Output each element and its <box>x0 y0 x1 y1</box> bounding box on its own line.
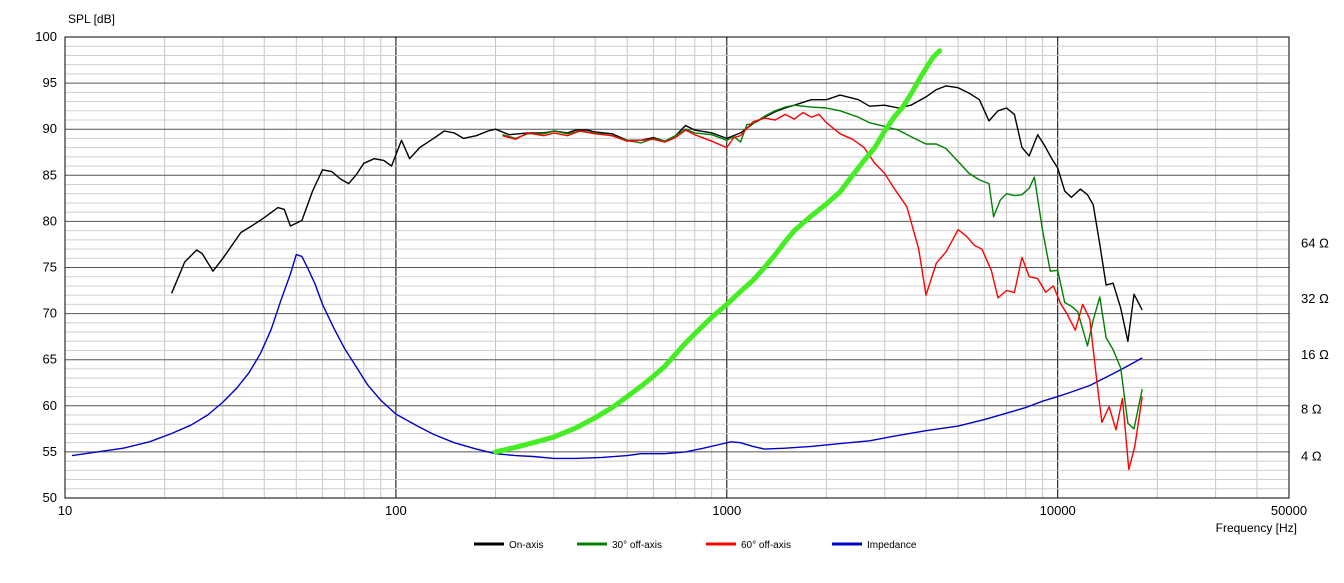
y-tick-label: 75 <box>43 260 57 275</box>
y-tick-label: 80 <box>43 213 57 228</box>
legend-label: On-axis <box>509 540 543 551</box>
impedance-tick-labels: 4 Ω 8 Ω 16 Ω 32 Ω 64 Ω <box>1301 236 1329 464</box>
series-line-30-off-axis <box>502 104 1143 430</box>
x-tick-label: 50000 <box>1271 503 1307 518</box>
impedance-tick-label: 8 Ω <box>1301 401 1322 416</box>
legend: On-axis 30° off-axis 60° off-axis Impedance <box>474 540 917 551</box>
series-line-impedance <box>71 253 1143 460</box>
series-line-on-axis <box>170 85 1143 342</box>
x-axis-label: Frequency [Hz] <box>1216 521 1297 535</box>
legend-label: Impedance <box>867 540 917 551</box>
impedance-tick-label: 4 Ω <box>1301 449 1322 464</box>
green-overlay-stroke <box>493 48 943 455</box>
y-tick-label: 90 <box>43 121 57 136</box>
y-tick-label: 70 <box>43 306 57 321</box>
legend-label: 30° off-axis <box>612 540 662 551</box>
y-axis-label: SPL [dB] <box>68 12 115 26</box>
overlay-layer <box>493 48 943 455</box>
x-tick-labels: 10 100 1000 10000 50000 <box>58 503 1307 518</box>
x-tick-label: 1000 <box>712 503 741 518</box>
y-tick-labels: 50 55 60 65 70 75 80 85 90 95 100 <box>35 29 57 505</box>
y-tick-label: 95 <box>43 75 57 90</box>
x-tick-label: 10000 <box>1040 503 1076 518</box>
grid <box>64 36 1290 499</box>
legend-label: 60° off-axis <box>741 540 791 551</box>
y-tick-label: 65 <box>43 352 57 367</box>
impedance-tick-label: 64 Ω <box>1301 236 1329 251</box>
y-tick-label: 100 <box>35 29 57 44</box>
y-tick-label: 55 <box>43 444 57 459</box>
x-tick-label: 10 <box>58 503 72 518</box>
y-tick-label: 85 <box>43 167 57 182</box>
plot-frame <box>64 36 1290 499</box>
y-tick-label: 60 <box>43 398 57 413</box>
impedance-tick-label: 16 Ω <box>1301 347 1329 362</box>
y-tick-label: 50 <box>43 490 57 505</box>
series-line-60-off-axis <box>502 111 1143 471</box>
series-layer <box>71 85 1143 471</box>
impedance-tick-label: 32 Ω <box>1301 291 1329 306</box>
x-tick-label: 100 <box>385 503 407 518</box>
